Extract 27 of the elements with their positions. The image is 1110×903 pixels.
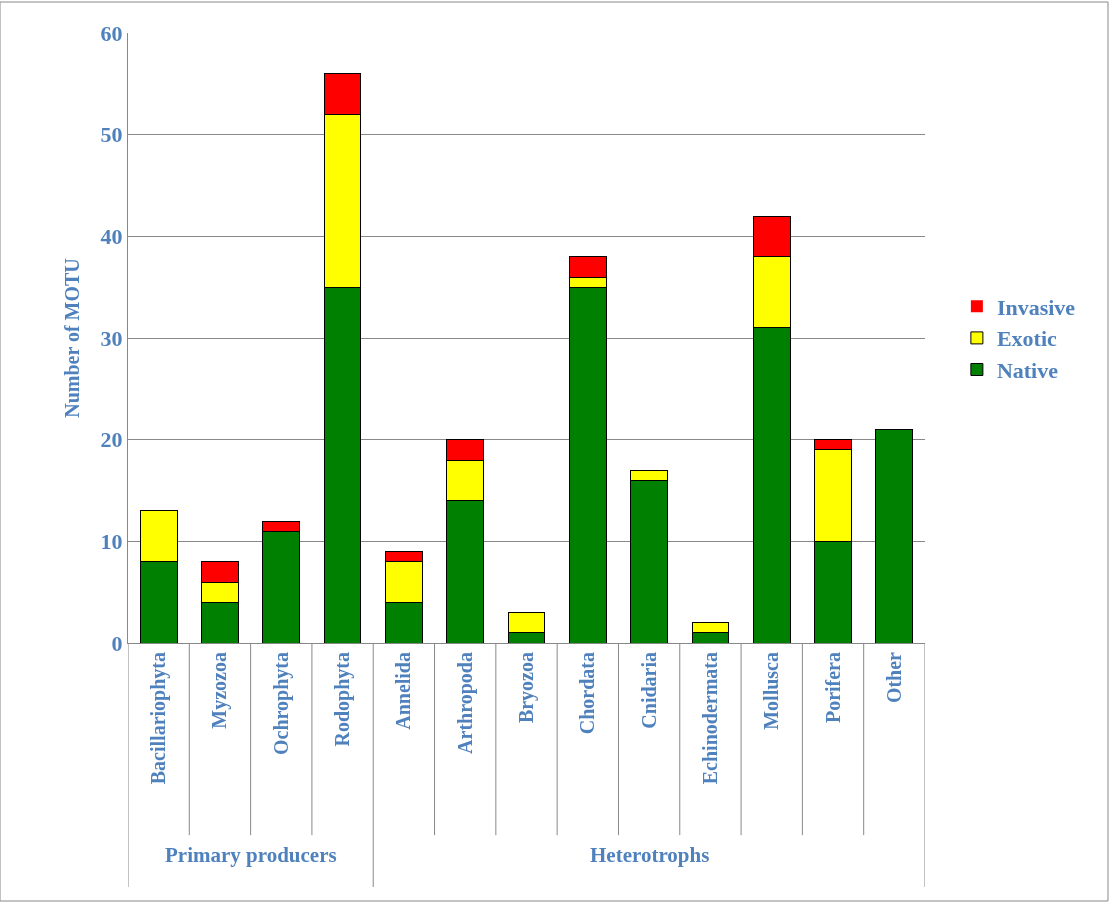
x-tick-label: Echinodermata: [698, 652, 721, 785]
x-tick-label: Bacillariophyta: [147, 652, 171, 785]
x-tick-label: Annelida: [392, 652, 415, 730]
x-tick-label: Rodophyta: [331, 652, 355, 747]
y-tick-label: 0: [111, 630, 123, 656]
y-tick-label: 20: [100, 427, 123, 453]
text: Heterotrophs: [590, 843, 710, 867]
x-tick-label: Chordata: [576, 652, 599, 735]
x-tick-label: Other: [882, 651, 905, 704]
y-tick-label: 40: [100, 224, 123, 250]
x-tick-label: Arthropoda: [453, 652, 477, 754]
x-tick-label: Ochrophyta: [269, 652, 293, 755]
legend-label: Exotic: [996, 326, 1057, 352]
text: Primary producers: [165, 843, 337, 867]
x-tick-label: Bryozoa: [515, 652, 538, 724]
y-tick-label: 10: [100, 529, 123, 555]
y-axis-title: Number of MOTU: [61, 258, 84, 418]
legend-label: Native: [996, 358, 1059, 384]
y-tick-label: 30: [100, 325, 123, 351]
x-tick-label: Cnidaria: [637, 652, 660, 729]
x-tick-label: Porifera: [821, 652, 844, 724]
legend-label: Invasive: [996, 294, 1076, 320]
x-tick-label: Mollusca: [760, 652, 783, 730]
bar: [875, 429, 914, 643]
x-tick-label: Myzozoa: [208, 652, 232, 729]
y-tick-label: 60: [100, 20, 123, 46]
y-tick-label: 50: [100, 122, 123, 148]
